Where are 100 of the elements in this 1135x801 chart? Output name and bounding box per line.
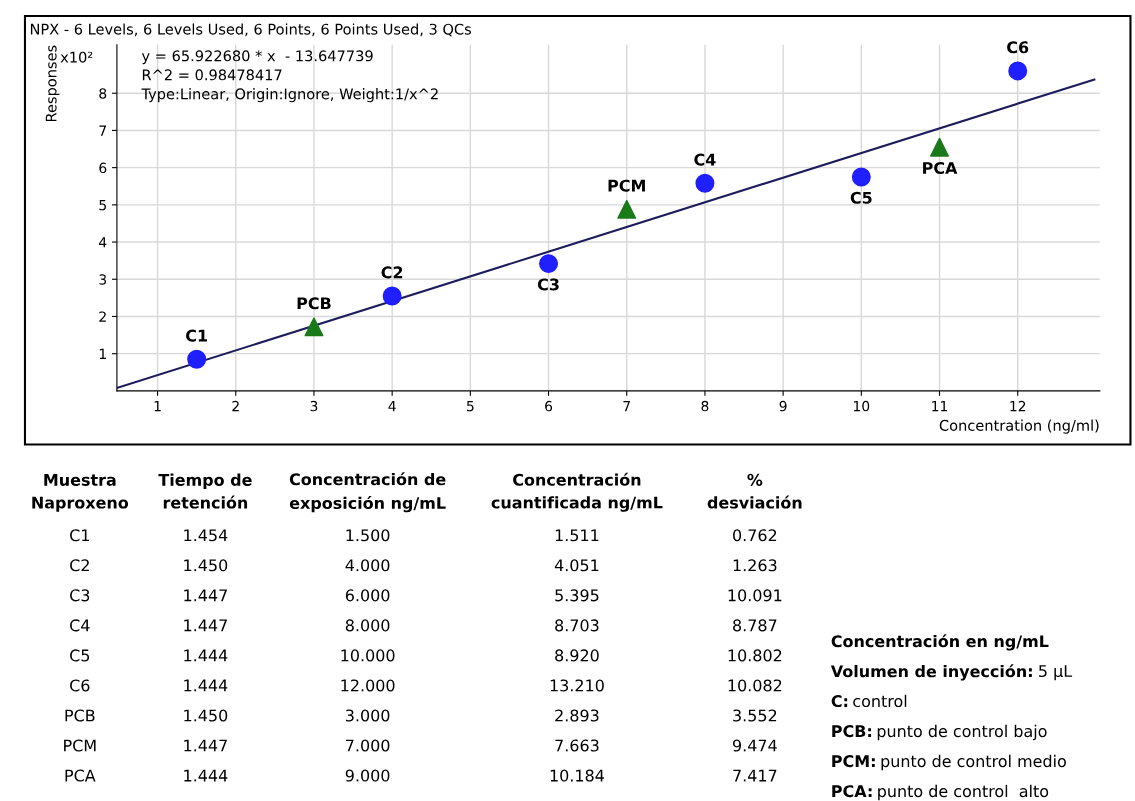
- annotation: PCB: [297, 297, 331, 310]
- text: PCM: [64, 739, 96, 752]
- text: 5.395: [555, 589, 599, 602]
- x-tick-label: 7: [623, 401, 630, 412]
- text: 1.447: [184, 619, 227, 632]
- category-label: Muestra Naproxeno: [32, 474, 129, 512]
- annotation: PCM: [608, 179, 645, 192]
- y-tick-label: 1: [99, 348, 106, 359]
- y-tick-label: 7: [99, 125, 106, 136]
- text: PCA: [65, 769, 96, 782]
- y-tick-label: 8: [99, 88, 107, 99]
- point: [1008, 61, 1028, 81]
- text: 10.184: [550, 769, 604, 782]
- text: 7.000: [346, 739, 390, 752]
- text: PCB: [65, 709, 95, 722]
- text: PCB: punto de control bajo: [832, 724, 1047, 741]
- annotation: R^2 = 0.98478417: [142, 69, 282, 81]
- x-axis-title: Concentration (ng/ml): [939, 419, 1099, 434]
- text: 10.802: [728, 649, 782, 662]
- category-label: Concentración cuantificada ng/mL: [491, 472, 663, 512]
- text: 1.454: [184, 529, 228, 542]
- point: [187, 349, 207, 369]
- text: 1.450: [184, 559, 228, 572]
- y-axis-title: Responses: [45, 45, 60, 122]
- text: 10.000: [341, 649, 395, 662]
- text: 13.210: [550, 679, 604, 692]
- text: 7.417: [733, 769, 777, 782]
- text: 1.511: [555, 529, 599, 542]
- text: C6: [70, 679, 90, 692]
- text: 9.474: [732, 739, 777, 752]
- text: C1: [70, 529, 89, 542]
- text: PCA: punto de control alto: [832, 784, 1049, 801]
- x-tick-label: 10: [854, 400, 870, 412]
- category-label: % desviación: [707, 473, 802, 509]
- x-tick-label: 9: [779, 400, 787, 412]
- text: 1.444: [184, 769, 228, 782]
- annotation: C6: [1007, 41, 1029, 54]
- text: 8.000: [345, 619, 390, 632]
- annotation: C4: [694, 153, 716, 166]
- text: 8.703: [555, 619, 599, 632]
- text: C3: [70, 589, 90, 602]
- text: 8.787: [733, 619, 777, 632]
- text: 4.000: [345, 559, 390, 572]
- text: 4.051: [554, 559, 599, 572]
- annotation: PCA: [923, 161, 958, 175]
- y-tick-label: 2: [99, 311, 106, 322]
- chart-title: NPX - 6 Levels, 6 Levels Used, 6 Points, 6 Points Used, 3 QCs: [30, 23, 471, 37]
- annotation: Type:Linear, Origin:Ignore, Weight:1/x^2: [141, 88, 438, 103]
- text: 10.082: [728, 679, 782, 692]
- x-tick-label: 11: [932, 401, 948, 412]
- annotation: C3: [537, 278, 559, 291]
- x-tick-label: 12: [1010, 400, 1026, 412]
- point: [382, 286, 402, 306]
- x-tick-label: 2: [232, 400, 239, 412]
- text: 12.000: [341, 679, 395, 692]
- x-tick-label: 8: [701, 400, 709, 412]
- category-label: Concentración de exposición ng/mL: [289, 472, 446, 513]
- text: Concentración en ng/mL: [831, 634, 1049, 651]
- x-tick-label: 6: [545, 400, 553, 412]
- x-tick-label: 5: [467, 401, 474, 412]
- text: PCM: punto de control medio: [832, 754, 1066, 771]
- point: [304, 317, 324, 337]
- text: C4: [70, 619, 90, 632]
- point: [539, 254, 559, 274]
- text: 1.447: [184, 739, 227, 752]
- text: 1.450: [184, 709, 228, 722]
- annotation: C5: [850, 191, 872, 204]
- text: 10.091: [728, 589, 782, 602]
- x-tick-label: 3: [310, 400, 318, 412]
- y-tick-label: 5: [99, 200, 106, 211]
- text: C2: [70, 559, 89, 572]
- text: x10²: [60, 51, 93, 63]
- text: 7.663: [555, 739, 599, 752]
- point: [617, 199, 637, 219]
- text: Volumen de inyección: 5 µL: [830, 664, 1073, 681]
- text: 6.000: [345, 589, 390, 602]
- text: C5: [70, 649, 90, 662]
- text: 1.500: [346, 529, 390, 542]
- y-tick-label: 3: [99, 274, 107, 285]
- text: 1.444: [184, 649, 228, 662]
- category-label: Tiempo de retención: [158, 473, 252, 509]
- y-tick-label: 4: [99, 237, 107, 248]
- x-tick-label: 4: [388, 401, 396, 412]
- text: C: control: [831, 694, 907, 708]
- y-tick-label: 6: [99, 162, 107, 174]
- annotation: C1: [186, 329, 207, 342]
- point: [695, 173, 715, 193]
- text: 3.000: [345, 709, 390, 722]
- text: 1.447: [184, 589, 227, 602]
- point: [851, 167, 871, 187]
- annotation: C2: [381, 266, 403, 279]
- text: 1.444: [184, 679, 228, 692]
- x-tick-label: 1: [154, 401, 161, 412]
- text: 1.263: [733, 559, 777, 572]
- text: 0.762: [733, 529, 777, 542]
- point: [930, 137, 949, 157]
- text: 8.920: [555, 649, 599, 662]
- text: 3.552: [733, 709, 777, 722]
- annotation: y = 65.922680 * x - 13.647739: [141, 50, 373, 65]
- text: 2.893: [555, 709, 599, 722]
